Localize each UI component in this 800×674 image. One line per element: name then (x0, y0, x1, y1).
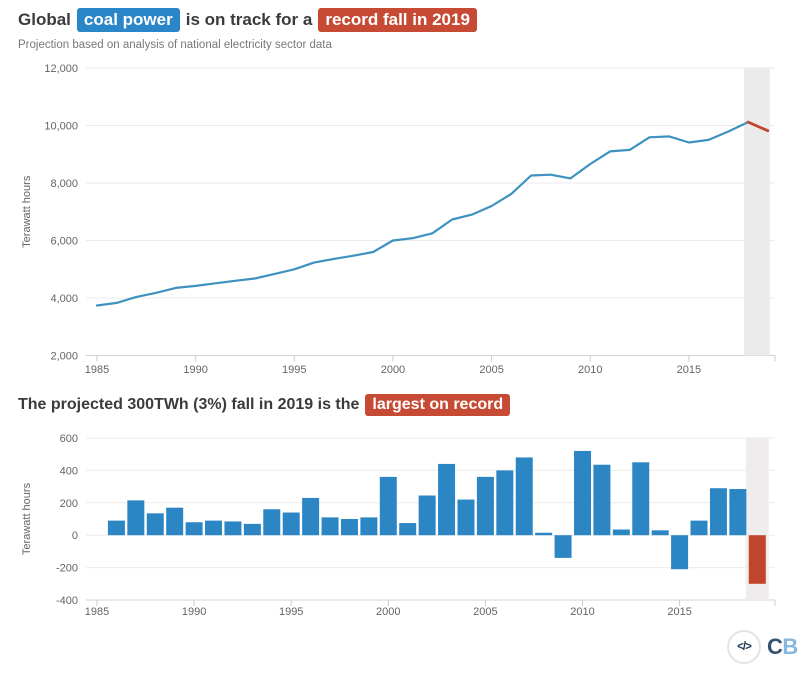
svg-text:-200: -200 (56, 563, 78, 575)
svg-text:2005: 2005 (473, 606, 497, 618)
svg-text:12,000: 12,000 (44, 63, 78, 75)
svg-text:Terawatt hours: Terawatt hours (21, 175, 33, 248)
svg-text:8,000: 8,000 (50, 178, 78, 190)
record-fall-badge: record fall in 2019 (318, 8, 477, 32)
svg-text:2010: 2010 (578, 364, 602, 376)
svg-text:Terawatt hours: Terawatt hours (21, 482, 33, 555)
title-prefix: Global (18, 10, 71, 29)
svg-text:-400: -400 (56, 595, 78, 607)
svg-text:1995: 1995 (279, 606, 303, 618)
svg-text:6,000: 6,000 (50, 236, 78, 248)
svg-text:1985: 1985 (85, 606, 109, 618)
title2-prefix: The projected 300TWh (3%) fall in 2019 i… (18, 396, 360, 413)
svg-text:200: 200 (60, 498, 78, 510)
svg-text:400: 400 (60, 465, 78, 477)
svg-text:2005: 2005 (479, 364, 503, 376)
svg-text:2000: 2000 (381, 364, 405, 376)
cb-wordmark: C B (767, 634, 798, 660)
logo-letter-c: C (767, 634, 783, 659)
svg-text:2000: 2000 (376, 606, 400, 618)
svg-text:0: 0 (72, 530, 78, 542)
svg-text:10,000: 10,000 (44, 121, 78, 133)
bottom-chart-title: The projected 300TWh (3%) fall in 2019 i… (18, 394, 511, 416)
svg-text:4,000: 4,000 (50, 293, 78, 305)
svg-text:1985: 1985 (85, 364, 109, 376)
coal-generation-line-chart: 12,000 10,000 8,000 6,000 4,000 2,000 1985 1990… (21, 63, 776, 376)
svg-text:2,000: 2,000 (50, 351, 78, 363)
svg-text:1990: 1990 (183, 364, 207, 376)
title-middle: is on track for a (185, 10, 313, 29)
svg-text:1990: 1990 (182, 606, 206, 618)
code-glyph: </> (737, 641, 752, 653)
svg-text:2015: 2015 (667, 606, 691, 618)
carbon-brief-logo: </> C B (727, 630, 798, 664)
code-icon: </> (727, 630, 761, 664)
coal-power-badge: coal power (76, 8, 180, 32)
svg-text:2015: 2015 (677, 364, 701, 376)
top-chart-title: Global coal power is on track for a reco… (18, 8, 477, 32)
svg-text:600: 600 (60, 433, 78, 445)
largest-on-record-badge: largest on record (365, 394, 511, 416)
logo-letter-b: B (782, 634, 798, 659)
top-chart-subtitle: Projection based on analysis of national… (18, 39, 332, 51)
svg-text:1995: 1995 (282, 364, 306, 376)
svg-text:2010: 2010 (570, 606, 594, 618)
